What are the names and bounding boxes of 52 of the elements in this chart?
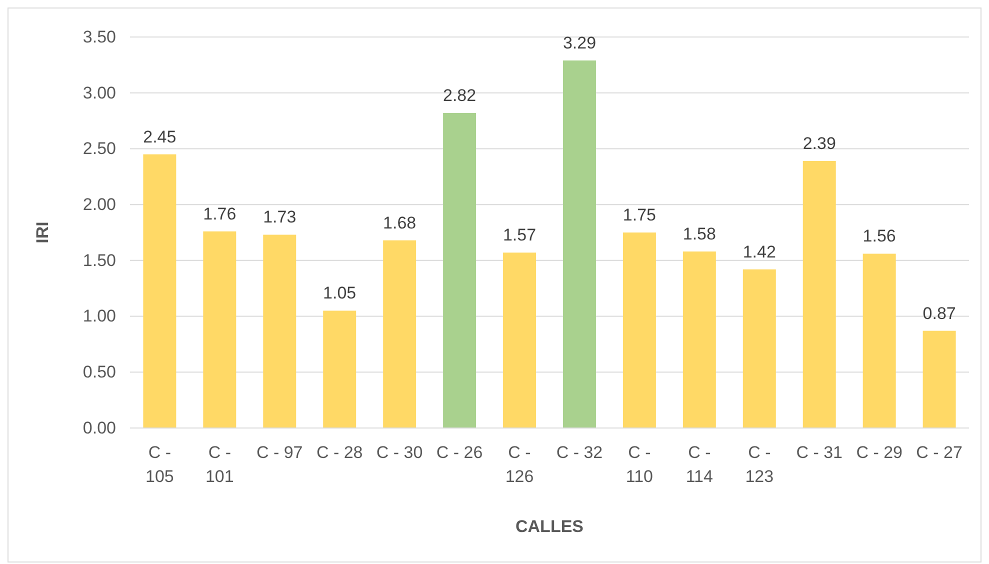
data-label: 1.56 <box>862 226 896 246</box>
data-label: 0.87 <box>922 304 956 323</box>
y-tick-label: 1.00 <box>82 306 116 326</box>
data-label: 2.82 <box>442 86 476 105</box>
data-label: 1.57 <box>502 226 536 245</box>
bar <box>503 252 536 428</box>
x-tick-label: C - 27 <box>916 443 962 462</box>
bar <box>862 254 896 428</box>
x-tick-label: C - 28 <box>316 443 363 462</box>
bar <box>443 112 476 428</box>
bar <box>323 310 356 428</box>
y-tick-label: 2.50 <box>82 139 116 158</box>
bar <box>383 240 416 428</box>
x-tick-label: C - 32 <box>556 443 603 462</box>
bar <box>203 231 236 428</box>
bar <box>742 269 776 428</box>
data-label: 2.45 <box>143 127 176 146</box>
x-tick-label: C - 105 <box>146 443 174 486</box>
y-axis-title: IRI <box>33 222 52 244</box>
bar <box>802 161 836 428</box>
data-label: 1.76 <box>203 204 236 224</box>
x-tick-label: C - 110 <box>626 443 654 486</box>
x-tick-label: C - 114 <box>686 443 713 486</box>
y-tick-label: 3.50 <box>82 27 116 46</box>
bar <box>143 154 176 428</box>
y-tick-label: 1.50 <box>82 250 116 270</box>
data-label: 1.05 <box>323 284 356 303</box>
x-tick-label: C - 126 <box>505 443 534 486</box>
x-tick-label: C - 31 <box>796 443 843 462</box>
bar <box>922 330 956 428</box>
bar <box>682 251 716 428</box>
data-label: 1.75 <box>622 206 656 224</box>
x-tick-label: C - 29 <box>856 443 902 462</box>
data-label: 1.68 <box>383 213 416 232</box>
data-label: 1.42 <box>742 242 776 262</box>
x-tick-label: C - 30 <box>376 443 423 462</box>
x-tick-label: C - 26 <box>436 443 483 462</box>
bar <box>263 234 296 428</box>
bar <box>622 232 656 428</box>
data-label: 1.58 <box>682 224 716 244</box>
x-tick-label: C - 101 <box>205 443 234 486</box>
x-axis-title: CALLES <box>516 517 584 536</box>
x-tick-label: C - 97 <box>256 443 303 462</box>
y-tick-label: 2.00 <box>82 195 116 214</box>
y-tick-label: 3.00 <box>82 83 116 102</box>
x-tick-label: C - 123 <box>745 443 774 486</box>
bar <box>562 60 596 428</box>
data-label: 1.73 <box>263 208 296 227</box>
y-tick-label: 0.00 <box>82 418 116 438</box>
data-label: 3.29 <box>562 33 596 52</box>
y-tick-label: 0.50 <box>82 362 116 382</box>
data-label: 2.39 <box>802 134 836 154</box>
